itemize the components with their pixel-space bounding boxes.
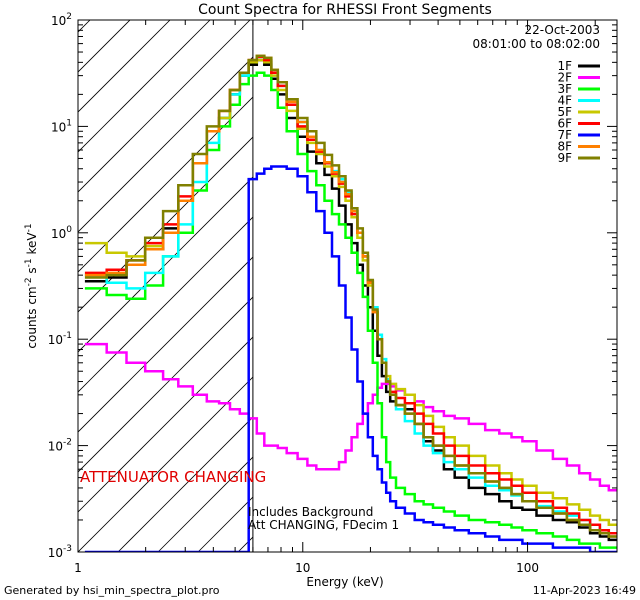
legend-label: 8F bbox=[557, 140, 572, 154]
hatch-stroke bbox=[78, 20, 171, 113]
legend-label: 7F bbox=[557, 128, 572, 142]
y-tick-label: 101 bbox=[51, 118, 72, 134]
hatch-stroke bbox=[78, 336, 253, 513]
legend-label: 5F bbox=[557, 105, 572, 119]
x-tick-label: 100 bbox=[516, 561, 539, 575]
hatch-stroke bbox=[78, 56, 253, 233]
series-line-9F bbox=[84, 54, 617, 538]
y-tick-label: 100 bbox=[51, 225, 72, 241]
hatch-stroke bbox=[78, 20, 251, 193]
y-tick-label: 10-1 bbox=[48, 331, 72, 347]
x-tick-label: 1 bbox=[74, 561, 82, 575]
plot-frame bbox=[77, 19, 618, 553]
series-layer bbox=[84, 54, 617, 552]
hatch-stroke bbox=[117, 416, 253, 552]
hatch-stroke bbox=[78, 20, 211, 153]
hatch-stroke bbox=[78, 216, 253, 393]
axis-ticks: 1 10 100 10-3 10-2 10-1 100 101 102 bbox=[48, 12, 617, 575]
legend-label: 2F bbox=[557, 71, 572, 85]
x-axis-label: Energy (keV) bbox=[306, 575, 383, 589]
hatch-stroke bbox=[78, 376, 253, 552]
legend-label: 9F bbox=[557, 151, 572, 165]
attenuator-warning: ATTENUATOR CHANGING bbox=[80, 468, 266, 486]
footer-timestamp: 11-Apr-2023 16:49 bbox=[533, 584, 636, 597]
note-background: Includes Background bbox=[248, 505, 373, 519]
series-line-3F bbox=[84, 71, 617, 549]
attenuator-hatch bbox=[78, 20, 253, 552]
y-tick-label: 10-2 bbox=[48, 438, 72, 454]
y-axis-label: counts cm-2 s-1 keV-1 bbox=[24, 223, 39, 348]
observation-time-range: 08:01:00 to 08:02:00 bbox=[473, 37, 600, 51]
legend-label: 6F bbox=[557, 117, 572, 131]
series-line-7F bbox=[84, 165, 617, 552]
hatch-stroke bbox=[78, 176, 253, 353]
legend-label: 3F bbox=[557, 82, 572, 96]
hatch-stroke bbox=[78, 96, 253, 273]
x-tick-label: 10 bbox=[295, 561, 310, 575]
hatch-stroke bbox=[78, 296, 253, 473]
footer-generator: Generated by hsi_min_spectra_plot.pro bbox=[4, 584, 220, 597]
y-tick-label: 102 bbox=[51, 12, 72, 28]
chart-title: Count Spectra for RHESSI Front Segments bbox=[198, 2, 492, 18]
y-tick-label: 10-3 bbox=[48, 544, 72, 560]
observation-date: 22-Oct-2003 bbox=[524, 23, 600, 37]
hatch-stroke bbox=[78, 256, 253, 433]
legend-label: 1F bbox=[557, 59, 572, 73]
note-attenuator: Att CHANGING, FDecim 1 bbox=[248, 518, 399, 532]
legend-label: 4F bbox=[557, 94, 572, 108]
